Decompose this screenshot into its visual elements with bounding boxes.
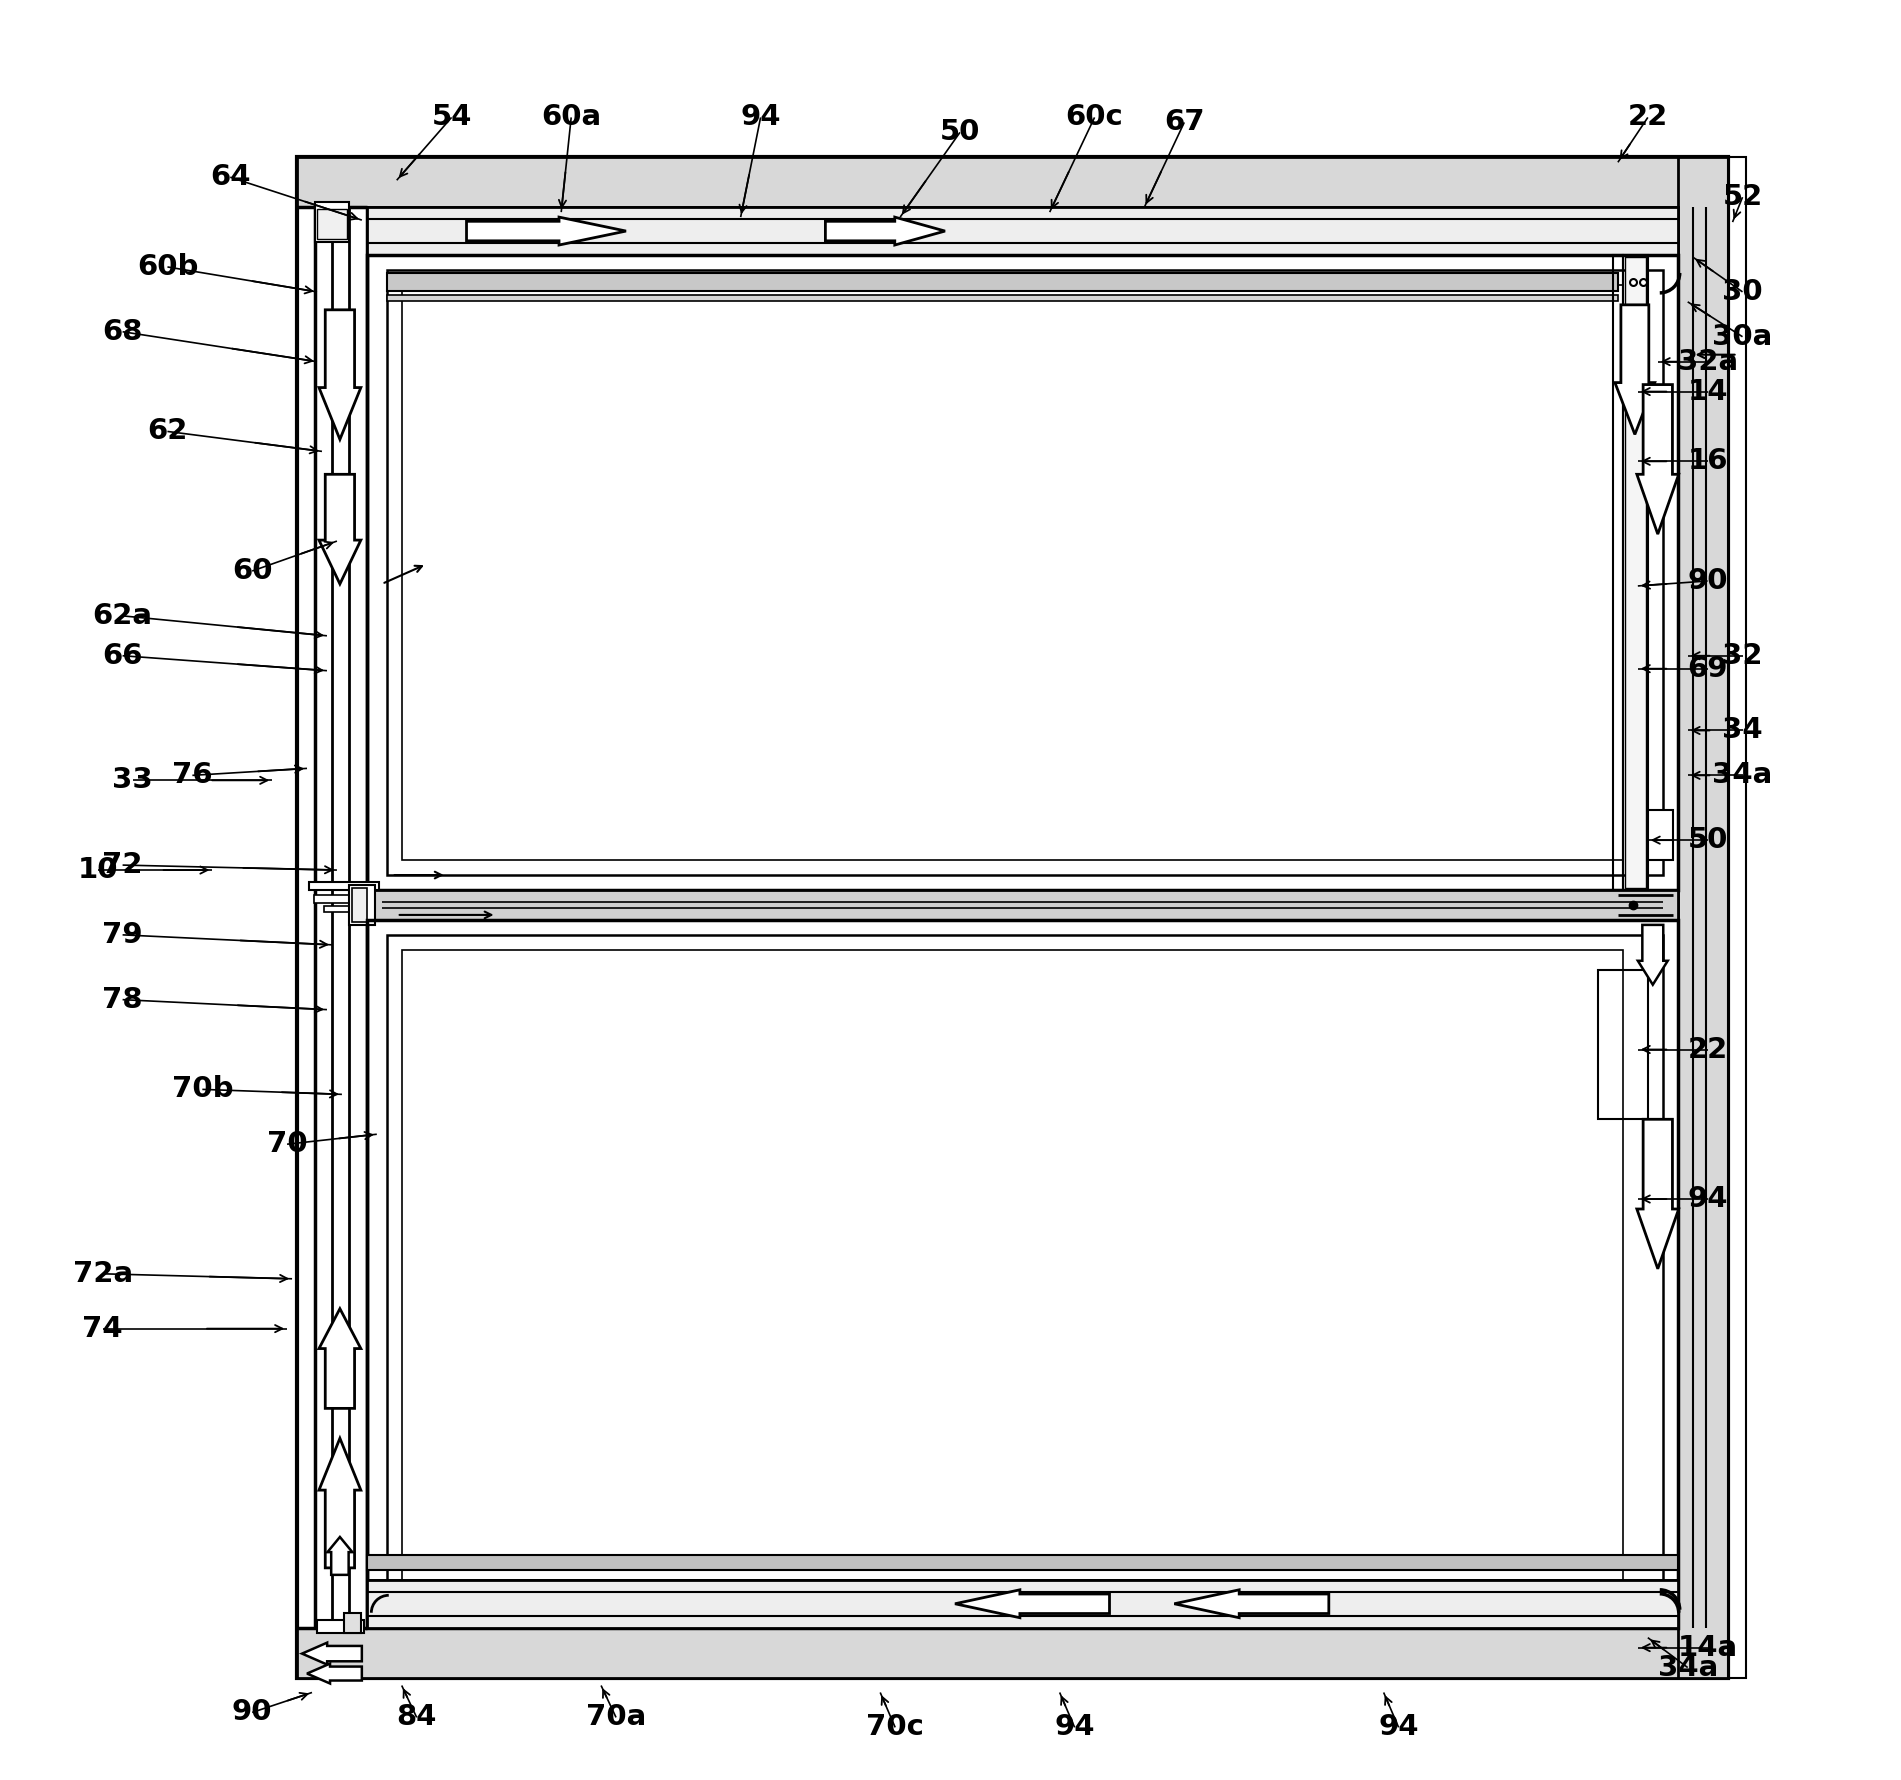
Bar bbox=[323, 906, 369, 911]
Bar bbox=[1728, 157, 1745, 1677]
Text: 94: 94 bbox=[1055, 1714, 1095, 1741]
Text: 52: 52 bbox=[1722, 183, 1762, 212]
Text: 14: 14 bbox=[1688, 377, 1728, 406]
Bar bbox=[367, 920, 1679, 1627]
Text: 74: 74 bbox=[82, 1315, 124, 1342]
Text: 70b: 70b bbox=[171, 1075, 234, 1104]
Bar bbox=[367, 206, 1679, 255]
Polygon shape bbox=[466, 217, 625, 246]
Bar bbox=[367, 1570, 1679, 1581]
Bar bbox=[297, 157, 1728, 1677]
Polygon shape bbox=[1616, 304, 1654, 434]
Bar bbox=[317, 1620, 363, 1632]
Bar bbox=[317, 208, 346, 239]
Text: 10: 10 bbox=[78, 856, 118, 885]
Text: 34a: 34a bbox=[1658, 1654, 1719, 1682]
Bar bbox=[344, 1613, 361, 1632]
Text: 30: 30 bbox=[1722, 278, 1762, 306]
Text: 32a: 32a bbox=[1677, 347, 1738, 376]
Polygon shape bbox=[954, 1590, 1110, 1618]
Text: 14a: 14a bbox=[1677, 1634, 1738, 1661]
Bar bbox=[401, 285, 1623, 860]
Text: 30a: 30a bbox=[1713, 322, 1772, 351]
Bar bbox=[1679, 157, 1728, 1677]
Text: 94: 94 bbox=[1688, 1185, 1728, 1212]
Text: 84: 84 bbox=[397, 1703, 437, 1732]
Text: 69: 69 bbox=[1688, 655, 1728, 684]
Bar bbox=[310, 883, 378, 890]
Bar bbox=[367, 1556, 1679, 1570]
Bar bbox=[1623, 255, 1648, 890]
Text: 60: 60 bbox=[232, 557, 272, 586]
Text: 64: 64 bbox=[209, 164, 251, 190]
Bar bbox=[316, 203, 350, 242]
Text: 70: 70 bbox=[266, 1130, 308, 1159]
Bar bbox=[367, 255, 1679, 890]
Bar bbox=[352, 888, 367, 922]
Text: 34a: 34a bbox=[1713, 762, 1772, 789]
Bar bbox=[1599, 970, 1648, 1120]
Polygon shape bbox=[1639, 926, 1667, 984]
Text: 50: 50 bbox=[1688, 826, 1728, 854]
Text: 72: 72 bbox=[103, 851, 143, 879]
Text: 94: 94 bbox=[1378, 1714, 1418, 1741]
Polygon shape bbox=[319, 310, 361, 440]
Text: 70c: 70c bbox=[867, 1714, 924, 1741]
Polygon shape bbox=[302, 1643, 361, 1664]
Text: 90: 90 bbox=[1688, 568, 1728, 595]
Text: 50: 50 bbox=[939, 119, 981, 146]
Bar bbox=[386, 271, 1663, 876]
Text: 22: 22 bbox=[1688, 1036, 1728, 1063]
Bar bbox=[386, 934, 1663, 1613]
Bar bbox=[386, 272, 1618, 290]
Text: 32: 32 bbox=[1722, 643, 1762, 669]
Text: 34: 34 bbox=[1722, 717, 1762, 744]
Text: 78: 78 bbox=[103, 986, 143, 1013]
Text: 70a: 70a bbox=[586, 1703, 646, 1732]
Bar bbox=[297, 157, 1728, 206]
Polygon shape bbox=[1175, 1590, 1329, 1618]
Bar bbox=[367, 890, 1679, 920]
Text: 22: 22 bbox=[1627, 103, 1667, 132]
Text: 76: 76 bbox=[173, 762, 213, 789]
Bar bbox=[314, 895, 374, 902]
Text: 62a: 62a bbox=[93, 602, 152, 630]
Polygon shape bbox=[327, 1536, 352, 1575]
Text: 72a: 72a bbox=[72, 1260, 133, 1287]
Text: 67: 67 bbox=[1163, 109, 1205, 137]
Polygon shape bbox=[319, 1438, 361, 1568]
Polygon shape bbox=[308, 1664, 361, 1684]
Text: 79: 79 bbox=[103, 920, 143, 949]
Polygon shape bbox=[1637, 384, 1679, 534]
Bar bbox=[367, 1581, 1679, 1627]
Text: 62: 62 bbox=[146, 418, 188, 445]
Text: 90: 90 bbox=[232, 1698, 272, 1727]
Polygon shape bbox=[319, 1308, 361, 1408]
Bar bbox=[350, 885, 374, 926]
Bar bbox=[1648, 810, 1673, 860]
Text: 94: 94 bbox=[739, 103, 781, 132]
Text: 68: 68 bbox=[103, 319, 143, 345]
Text: 54: 54 bbox=[432, 103, 471, 132]
Text: 60a: 60a bbox=[542, 103, 601, 132]
Text: 16: 16 bbox=[1688, 447, 1728, 475]
Text: 60c: 60c bbox=[1066, 103, 1123, 132]
Bar bbox=[401, 951, 1623, 1598]
Text: 33: 33 bbox=[112, 767, 152, 794]
Bar bbox=[386, 295, 1618, 301]
Bar bbox=[1625, 256, 1646, 888]
Bar bbox=[1612, 255, 1623, 890]
Text: 66: 66 bbox=[103, 643, 143, 669]
Bar bbox=[297, 1627, 1728, 1677]
Polygon shape bbox=[1637, 1120, 1679, 1269]
Polygon shape bbox=[319, 473, 361, 584]
Text: 60b: 60b bbox=[137, 253, 198, 281]
Polygon shape bbox=[825, 217, 945, 246]
